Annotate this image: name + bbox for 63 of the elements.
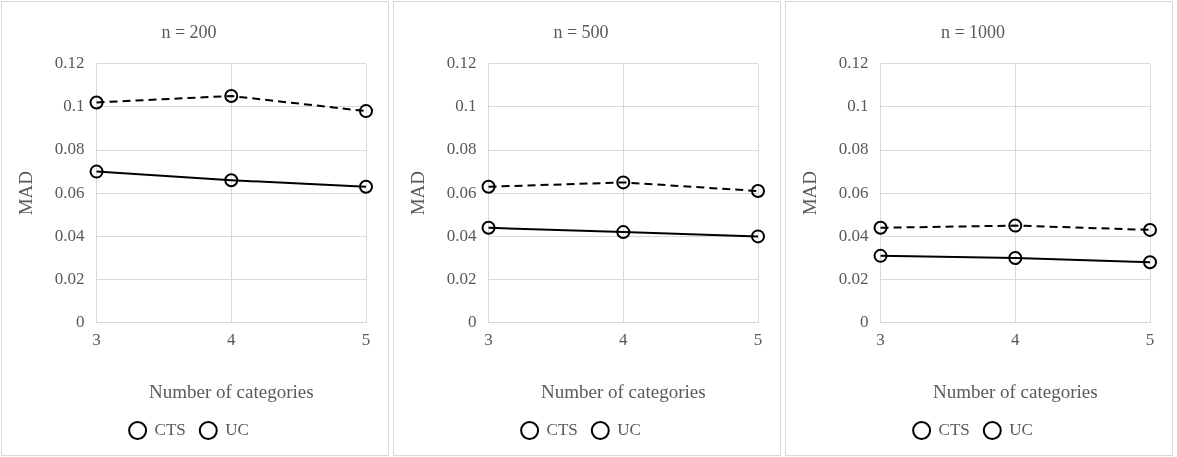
point xyxy=(481,179,496,194)
chart-title: n = 1000 xyxy=(940,21,1006,42)
x-tick-label: 5 xyxy=(753,330,763,350)
y-tick-label: 0.06 xyxy=(838,182,869,202)
y-axis-title: MAD xyxy=(15,171,37,216)
y-tick-label: 0.02 xyxy=(446,269,477,289)
chart-title: n = 500 xyxy=(553,21,609,42)
point xyxy=(751,229,765,244)
point xyxy=(89,164,104,179)
x-tick-label: 5 xyxy=(361,330,371,350)
x-axis-title: Number of categories xyxy=(148,380,314,402)
y-tick-label: 0.06 xyxy=(446,182,477,202)
y-tick-label: 0.04 xyxy=(446,225,478,245)
point xyxy=(616,175,631,190)
x-axis-title: Number of categories xyxy=(932,380,1098,402)
y-tick-label: 0 xyxy=(860,312,869,332)
point xyxy=(89,95,104,110)
x-tick-label: 4 xyxy=(619,330,629,350)
chart-title: n = 200 xyxy=(161,21,217,42)
point xyxy=(1143,255,1157,270)
x-tick-label: 3 xyxy=(876,330,885,350)
y-tick-label: 0.12 xyxy=(446,53,477,73)
point xyxy=(224,173,239,188)
point xyxy=(359,104,373,119)
y-tick-label: 0 xyxy=(468,312,477,332)
x-tick-label: 3 xyxy=(92,330,101,350)
x-tick-label: 3 xyxy=(484,330,493,350)
point xyxy=(1143,222,1157,237)
y-tick-label: 0.12 xyxy=(838,53,869,73)
point xyxy=(359,179,373,194)
x-axis-title: Number of categories xyxy=(540,380,706,402)
y-tick-label: 0.02 xyxy=(54,269,85,289)
y-tick-label: 0.08 xyxy=(446,139,477,159)
y-tick-label: 0 xyxy=(76,312,85,332)
y-tick-label: 0.04 xyxy=(54,225,86,245)
legend-label: UC xyxy=(617,419,641,439)
legend-label: CTS xyxy=(938,419,970,439)
x-tick-label: 4 xyxy=(227,330,237,350)
x-tick-label: 4 xyxy=(1011,330,1021,350)
y-tick-label: 0.02 xyxy=(838,269,869,289)
point xyxy=(616,225,631,240)
y-tick-label: 0.08 xyxy=(54,139,85,159)
point xyxy=(1008,218,1023,233)
point xyxy=(1008,251,1023,265)
point xyxy=(751,184,765,199)
y-tick-label: 0.04 xyxy=(838,225,870,245)
point xyxy=(481,220,496,235)
point xyxy=(224,89,239,103)
y-tick-label: 0.12 xyxy=(54,53,85,73)
y-axis-title: MAD xyxy=(407,171,429,216)
legend-label: UC xyxy=(225,419,249,439)
y-tick-label: 0.1 xyxy=(63,96,85,116)
x-tick-label: 5 xyxy=(1145,330,1155,350)
legend-label: CTS xyxy=(546,419,578,439)
y-tick-label: 0.06 xyxy=(54,182,85,202)
y-tick-label: 0.1 xyxy=(847,96,869,116)
y-tick-label: 0.08 xyxy=(838,139,869,159)
legend-label: UC xyxy=(1009,419,1033,439)
legend-label: CTS xyxy=(154,419,186,439)
y-axis-title: MAD xyxy=(799,171,821,216)
point xyxy=(873,248,888,263)
point xyxy=(873,220,888,235)
y-tick-label: 0.1 xyxy=(455,96,477,116)
